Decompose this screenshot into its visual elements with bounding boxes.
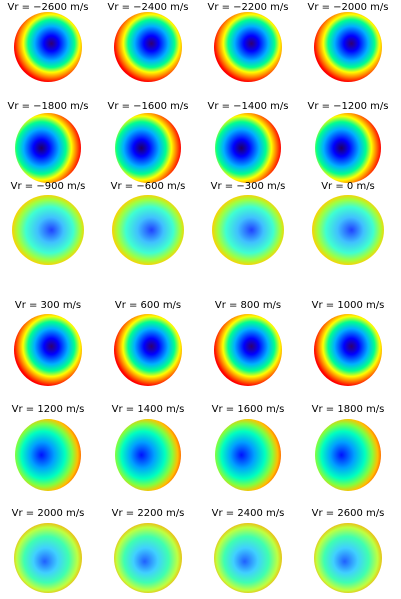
panel-label: Vr = 0 m/s [321,181,375,192]
velocity-map [314,12,382,82]
panel-label: Vr = 2000 m/s [12,508,85,519]
velocity-map [212,195,284,265]
panel-label: Vr = −1200 m/s [307,101,388,112]
velocity-map [115,419,181,491]
velocity-map [314,523,382,593]
velocity-map [14,314,82,386]
panel-label: Vr = 2200 m/s [112,508,185,519]
velocity-map [14,12,82,82]
velocity-map [15,419,81,491]
panel-label: Vr = 2400 m/s [212,508,285,519]
panel-label: Vr = −2200 m/s [207,2,288,13]
velocity-map [115,113,181,183]
velocity-map [214,12,282,82]
velocity-map [15,113,81,183]
velocity-map [214,314,282,386]
panel-label: Vr = −2600 m/s [7,2,88,13]
velocity-map [315,113,381,183]
panel-label: Vr = 1200 m/s [12,404,85,415]
velocity-map [112,195,184,265]
panel-label: Vr = −600 m/s [111,181,186,192]
velocity-map [314,314,382,386]
velocity-map [114,523,182,593]
panel-label: Vr = 1600 m/s [212,404,285,415]
panel-label: Vr = 1800 m/s [312,404,385,415]
panel-label: Vr = −1600 m/s [107,101,188,112]
panel-label: Vr = 300 m/s [15,300,81,311]
velocity-map [315,419,381,491]
panel-label: Vr = 1000 m/s [312,300,385,311]
panel-label: Vr = −2400 m/s [107,2,188,13]
velocity-map [12,195,84,265]
panel-label: Vr = −1400 m/s [207,101,288,112]
velocity-map [14,523,82,593]
velocity-map [215,113,281,183]
velocity-map [114,12,182,82]
velocity-map [215,419,281,491]
velocity-map [214,523,282,593]
panel-label: Vr = −300 m/s [211,181,286,192]
panel-label: Vr = −2000 m/s [307,2,388,13]
panel-label: Vr = 600 m/s [115,300,181,311]
panel-label: Vr = −1800 m/s [7,101,88,112]
velocity-map [114,314,182,386]
panel-label: Vr = −900 m/s [11,181,86,192]
panel-label: Vr = 1400 m/s [112,404,185,415]
panel-label: Vr = 800 m/s [215,300,281,311]
panel-label: Vr = 2600 m/s [312,508,385,519]
velocity-map [312,195,384,265]
